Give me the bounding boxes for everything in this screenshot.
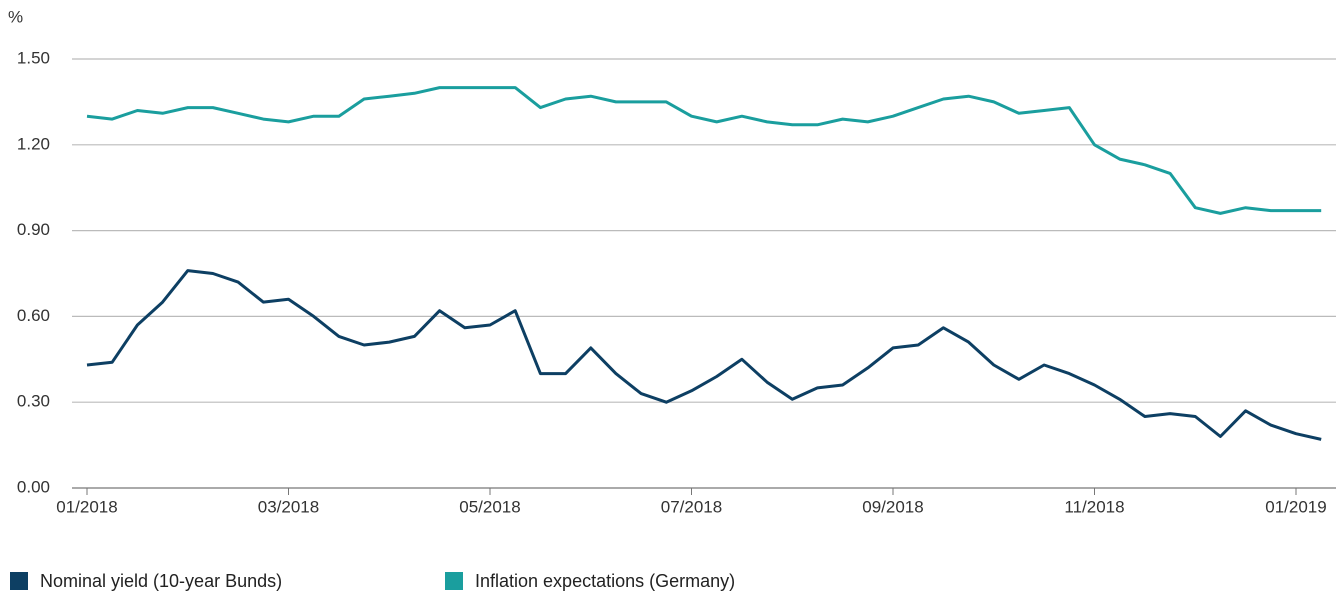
x-tick-label: 03/2018 <box>258 497 319 516</box>
legend-swatch <box>445 572 463 590</box>
y-tick-label: 1.20 <box>17 134 50 153</box>
y-tick-label: 0.30 <box>17 392 50 411</box>
legend-label: Nominal yield (10-year Bunds) <box>40 571 282 591</box>
y-tick-label: 0.90 <box>17 220 50 239</box>
series-line <box>86 269 1322 441</box>
x-tick-label: 01/2019 <box>1265 497 1326 516</box>
legend-label: Inflation expectations (Germany) <box>475 571 735 591</box>
x-tick-label: 01/2018 <box>56 497 117 516</box>
x-tick-label: 05/2018 <box>459 497 520 516</box>
series-line <box>86 86 1322 215</box>
y-tick-label: 1.50 <box>17 48 50 67</box>
y-tick-label: 0.60 <box>17 306 50 325</box>
x-tick-label: 07/2018 <box>661 497 722 516</box>
legend: Nominal yield (10-year Bunds) Inflation e… <box>10 571 735 591</box>
y-axis-label: % <box>8 7 23 26</box>
x-tick-label: 11/2018 <box>1064 497 1124 516</box>
legend-swatch <box>10 572 28 590</box>
y-tick-label: 0.00 <box>17 477 50 496</box>
x-tick-label: 09/2018 <box>862 497 923 516</box>
